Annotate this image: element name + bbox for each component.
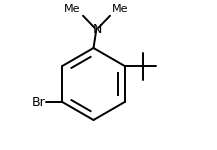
Text: Me: Me bbox=[112, 4, 129, 14]
Text: Br: Br bbox=[31, 96, 45, 108]
Text: Me: Me bbox=[64, 4, 81, 14]
Text: N: N bbox=[93, 23, 102, 36]
